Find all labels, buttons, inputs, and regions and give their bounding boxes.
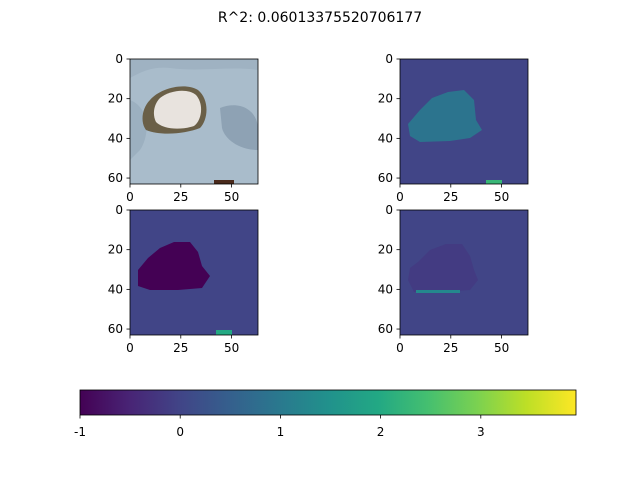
y-tick-label: 20: [108, 243, 123, 257]
image-dark-spot: [214, 180, 234, 184]
panel-original-frame: [129, 58, 259, 185]
heatmap-region: [138, 242, 210, 290]
colorbar-tick-label: 0: [176, 425, 184, 439]
x-tick-label: 0: [396, 341, 404, 355]
panel-map-bottom-right: [400, 210, 528, 335]
y-tick-label: 40: [378, 131, 393, 145]
y-tick-label: 0: [115, 203, 123, 217]
panel-map-bottom-left-frame: [129, 209, 259, 336]
y-tick-label: 60: [108, 322, 123, 336]
x-tick-label: 25: [443, 341, 458, 355]
y-tick-label: 60: [378, 171, 393, 185]
colorbar: [79, 389, 577, 416]
heatmap-spot: [216, 330, 232, 335]
image-bright-object: [153, 90, 202, 129]
panel-map-top-right-frame: [399, 58, 529, 185]
heatmap-edge: [416, 290, 460, 293]
y-tick-label: 0: [385, 203, 393, 217]
y-tick-label: 20: [378, 92, 393, 106]
colorbar-tick-label: 1: [277, 425, 285, 439]
panel-map-top-right: [400, 59, 528, 184]
y-tick-label: 40: [378, 282, 393, 296]
image-rock-right: [220, 105, 258, 150]
image-rock-top: [130, 59, 258, 78]
x-tick-label: 50: [494, 190, 509, 204]
x-tick-label: 25: [443, 190, 458, 204]
y-tick-label: 0: [115, 52, 123, 66]
y-tick-label: 20: [108, 92, 123, 106]
y-tick-label: 40: [108, 131, 123, 145]
x-tick-label: 25: [173, 190, 188, 204]
y-tick-label: 40: [108, 282, 123, 296]
heatmap-region: [408, 90, 482, 142]
heatmap-region: [408, 244, 478, 292]
y-tick-label: 0: [385, 52, 393, 66]
panel-map-bottom-left: [130, 210, 258, 335]
colorbar-tick-label: 2: [377, 425, 385, 439]
colorbar-ticks: -1 0 1 2 3: [74, 415, 485, 439]
x-tick-label: 0: [126, 341, 134, 355]
x-tick-label: 25: [173, 341, 188, 355]
x-tick-label: 50: [224, 190, 239, 204]
colorbar-tick-label: -1: [74, 425, 86, 439]
x-tick-label: 0: [126, 190, 134, 204]
heatmap-spot: [486, 180, 502, 184]
panel-original-image: [130, 59, 258, 184]
chart-title: R^2: 0.06013375520706177: [218, 10, 422, 26]
image-rock-left: [130, 100, 147, 160]
panel-map-bottom-right-frame: [399, 209, 529, 336]
colorbar-tick-label: 3: [477, 425, 485, 439]
x-tick-label: 50: [224, 341, 239, 355]
y-tick-label: 60: [378, 322, 393, 336]
y-tick-label: 60: [108, 171, 123, 185]
y-tick-label: 20: [378, 243, 393, 257]
x-tick-label: 0: [396, 190, 404, 204]
x-tick-label: 50: [494, 341, 509, 355]
